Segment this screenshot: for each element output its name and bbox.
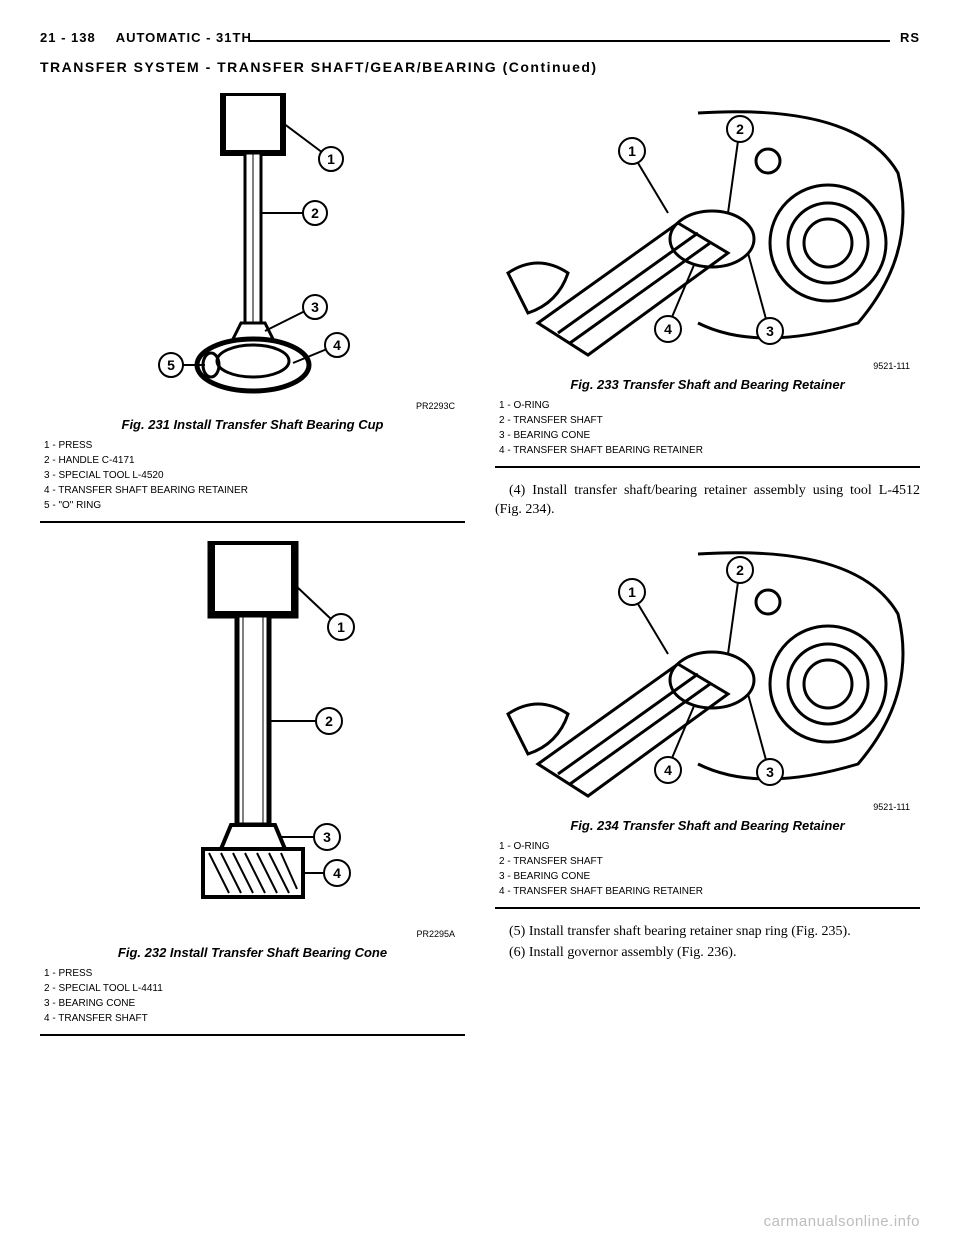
legend-item: 3 - BEARING CONE xyxy=(499,428,916,443)
figure-234: 1 2 3 4 9521-111 Fig. 234 Transfer Shaft… xyxy=(495,530,920,909)
legend-item: 2 - SPECIAL TOOL L-4411 xyxy=(44,981,461,996)
legend-item: 4 - TRANSFER SHAFT xyxy=(44,1011,461,1026)
legend-item: 1 - PRESS xyxy=(44,966,461,981)
step-5-text: (5) Install transfer shaft bearing retai… xyxy=(495,923,920,942)
figure-233-illustration: 1 2 3 4 xyxy=(498,93,918,363)
figure-232-legend: 1 - PRESS 2 - SPECIAL TOOL L-4411 3 - BE… xyxy=(40,966,465,1034)
legend-item: 2 - TRANSFER SHAFT xyxy=(499,413,916,428)
legend-item: 4 - TRANSFER SHAFT BEARING RETAINER xyxy=(44,483,461,498)
page-number: 21 - 138 xyxy=(40,30,96,45)
header-rule xyxy=(250,40,890,42)
callout-1: 1 xyxy=(628,143,636,159)
callout-2: 2 xyxy=(736,562,744,578)
content-columns: 1 2 3 4 5 PR2293C Fig. 231 Install Trans xyxy=(40,89,920,1050)
callout-5: 5 xyxy=(167,357,175,373)
vehicle-code: RS xyxy=(900,30,920,45)
callout-3: 3 xyxy=(323,829,331,845)
figure-231-legend: 1 - PRESS 2 - HANDLE C-4171 3 - SPECIAL … xyxy=(40,438,465,521)
figure-234-caption: Fig. 234 Transfer Shaft and Bearing Reta… xyxy=(495,818,920,833)
callout-4: 4 xyxy=(664,321,672,337)
callout-1: 1 xyxy=(337,619,345,635)
figure-233-legend: 1 - O-RING 2 - TRANSFER SHAFT 3 - BEARIN… xyxy=(495,398,920,466)
figure-231-illustration: 1 2 3 4 5 xyxy=(93,93,413,403)
legend-item: 2 - HANDLE C-4171 xyxy=(44,453,461,468)
legend-item: 3 - SPECIAL TOOL L-4520 xyxy=(44,468,461,483)
chapter-label: AUTOMATIC - 31TH xyxy=(116,30,252,45)
watermark: carmanualsonline.info xyxy=(764,1213,920,1230)
callout-2: 2 xyxy=(325,713,333,729)
step-4-text: (4) Install transfer shaft/bearing retai… xyxy=(495,482,920,520)
figure-233: 1 2 3 4 9521-111 Fig. 233 Transfer Shaft… xyxy=(495,89,920,468)
step-6-text: (6) Install governor assembly (Fig. 236)… xyxy=(495,944,920,963)
figure-232-illustration: 1 2 3 4 xyxy=(93,541,413,931)
legend-item: 3 - BEARING CONE xyxy=(499,869,916,884)
right-column: 1 2 3 4 9521-111 Fig. 233 Transfer Shaft… xyxy=(495,89,920,1050)
callout-4: 4 xyxy=(333,865,341,881)
legend-item: 4 - TRANSFER SHAFT BEARING RETAINER xyxy=(499,884,916,899)
figure-232-caption: Fig. 232 Install Transfer Shaft Bearing … xyxy=(40,945,465,960)
callout-4: 4 xyxy=(664,762,672,778)
callout-3: 3 xyxy=(766,764,774,780)
callout-3: 3 xyxy=(766,323,774,339)
callout-2: 2 xyxy=(311,205,319,221)
legend-item: 1 - O-RING xyxy=(499,398,916,413)
figure-234-illustration: 1 2 3 4 xyxy=(498,534,918,804)
callout-3: 3 xyxy=(311,299,319,315)
figure-233-caption: Fig. 233 Transfer Shaft and Bearing Reta… xyxy=(495,377,920,392)
legend-item: 5 - "O" RING xyxy=(44,498,461,513)
callout-4: 4 xyxy=(333,337,341,353)
callout-1: 1 xyxy=(628,584,636,600)
callout-1: 1 xyxy=(327,151,335,167)
figure-234-legend: 1 - O-RING 2 - TRANSFER SHAFT 3 - BEARIN… xyxy=(495,839,920,907)
legend-item: 1 - O-RING xyxy=(499,839,916,854)
legend-item: 2 - TRANSFER SHAFT xyxy=(499,854,916,869)
figure-231-caption: Fig. 231 Install Transfer Shaft Bearing … xyxy=(40,417,465,432)
figure-232: 1 2 3 4 PR2295A Fig. 232 Install Transfe… xyxy=(40,537,465,1036)
page-header: 21 - 138 AUTOMATIC - 31TH RS xyxy=(40,30,920,45)
legend-item: 4 - TRANSFER SHAFT BEARING RETAINER xyxy=(499,443,916,458)
section-title: TRANSFER SYSTEM - TRANSFER SHAFT/GEAR/BE… xyxy=(40,59,920,75)
figure-231: 1 2 3 4 5 PR2293C Fig. 231 Install Trans xyxy=(40,89,465,523)
callout-2: 2 xyxy=(736,121,744,137)
legend-item: 3 - BEARING CONE xyxy=(44,996,461,1011)
left-column: 1 2 3 4 5 PR2293C Fig. 231 Install Trans xyxy=(40,89,465,1050)
legend-item: 1 - PRESS xyxy=(44,438,461,453)
